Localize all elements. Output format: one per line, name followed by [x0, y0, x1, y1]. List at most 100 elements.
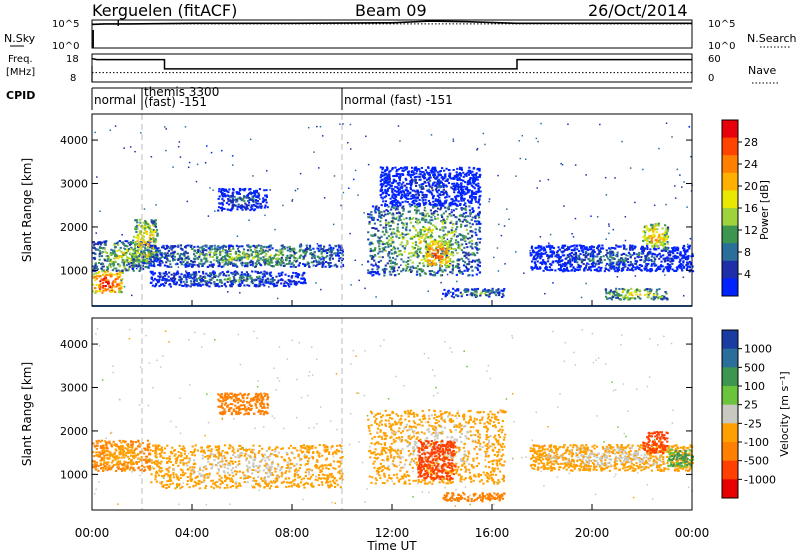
- data-cell: [443, 169, 446, 172]
- data-cell: [454, 175, 457, 178]
- data-cell: [440, 242, 443, 245]
- data-cell: [420, 166, 423, 169]
- data-cell: [304, 249, 307, 252]
- data-cell: [414, 190, 417, 193]
- data-cell: [303, 263, 307, 266]
- data-cell: [152, 229, 155, 232]
- data-cell: [222, 272, 226, 275]
- data-cell: [246, 207, 249, 210]
- data-cell: [417, 193, 420, 196]
- data-cell: [416, 270, 419, 273]
- data-cell: [250, 254, 253, 257]
- data-cell: [187, 258, 191, 261]
- data-cell: [214, 274, 217, 277]
- data-cell: [662, 254, 665, 257]
- data-cell: [226, 270, 229, 273]
- data-cell: [584, 250, 588, 253]
- data-cell: [472, 182, 475, 185]
- data-cell: [459, 192, 462, 195]
- data-cell: [421, 175, 424, 178]
- data-cell: [396, 255, 399, 258]
- data-cell: [339, 251, 342, 254]
- data-cell: [384, 190, 387, 193]
- data-cell: [153, 256, 156, 259]
- data-cell: [273, 254, 276, 257]
- data-cell: [679, 252, 682, 255]
- data-cell: [294, 260, 298, 263]
- data-cell: [219, 202, 223, 205]
- data-cell: [198, 276, 201, 279]
- data-cell: [622, 266, 625, 269]
- data-cell: [259, 252, 263, 255]
- data-cell: [390, 206, 394, 209]
- data-cell: [436, 185, 439, 188]
- data-cell: [127, 247, 130, 250]
- data-cell: [113, 249, 116, 252]
- data-cell: [253, 284, 256, 287]
- data-cell: [135, 249, 138, 252]
- data-cell: [642, 249, 646, 252]
- data-cell: [628, 246, 632, 249]
- data-cell: [603, 270, 606, 273]
- data-cell: [419, 274, 422, 277]
- data-cell: [391, 204, 394, 207]
- data-cell: [423, 172, 426, 175]
- data-cell: [189, 262, 192, 265]
- data-cell: [198, 254, 201, 257]
- data-cell: [274, 284, 278, 287]
- data-cell: [258, 257, 262, 260]
- data-cell: [439, 252, 443, 255]
- data-cell: [454, 186, 457, 189]
- data-cell: [390, 233, 393, 236]
- data-cell: [184, 283, 187, 286]
- data-cell: [563, 254, 566, 257]
- series-nave-line: [91, 57, 692, 70]
- data-cell: [390, 268, 393, 271]
- data-cell: [115, 285, 118, 288]
- data-cell: [210, 278, 213, 281]
- data-cell: [249, 188, 252, 191]
- data-cell: [280, 244, 283, 247]
- freq-unit-label: [MHz]: [6, 67, 35, 78]
- data-cell: [468, 240, 472, 243]
- data-cell: [545, 265, 548, 268]
- data-cell: [662, 249, 665, 252]
- data-cell: [383, 242, 387, 245]
- data-cell: [541, 263, 544, 266]
- data-cell: [228, 196, 232, 199]
- data-cell: [592, 260, 595, 263]
- data-cell: [381, 247, 384, 250]
- data-cell: [233, 281, 236, 284]
- data-cell: [463, 261, 467, 264]
- data-cell: [436, 180, 440, 183]
- data-cell: [151, 284, 154, 287]
- data-cell: [222, 199, 225, 202]
- data-cell: [452, 260, 455, 263]
- data-cell: [383, 180, 387, 183]
- data-cell: [146, 259, 149, 262]
- data-cell: [218, 246, 222, 249]
- data-cell: [371, 242, 374, 245]
- data-cell: [254, 246, 257, 249]
- data-cell: [220, 190, 223, 193]
- data-cell: [396, 226, 399, 229]
- data-cell: [156, 249, 159, 252]
- data-cell: [534, 254, 537, 257]
- data-cell: [341, 257, 344, 260]
- data-cell: [220, 245, 223, 248]
- data-cell: [436, 182, 439, 185]
- data-cell: [657, 268, 661, 271]
- data-cell: [402, 260, 405, 263]
- data-cell: [471, 170, 474, 173]
- data-cell: [461, 243, 464, 246]
- data-cell: [421, 196, 424, 199]
- data-cell: [115, 256, 118, 259]
- data-cell: [416, 222, 419, 225]
- data-cell: [288, 257, 292, 260]
- data-cell: [268, 274, 272, 277]
- data-cell: [331, 257, 335, 260]
- data-cell: [450, 211, 453, 214]
- data-cell: [165, 273, 168, 276]
- data-cell: [476, 251, 479, 254]
- data-cell: [249, 209, 252, 212]
